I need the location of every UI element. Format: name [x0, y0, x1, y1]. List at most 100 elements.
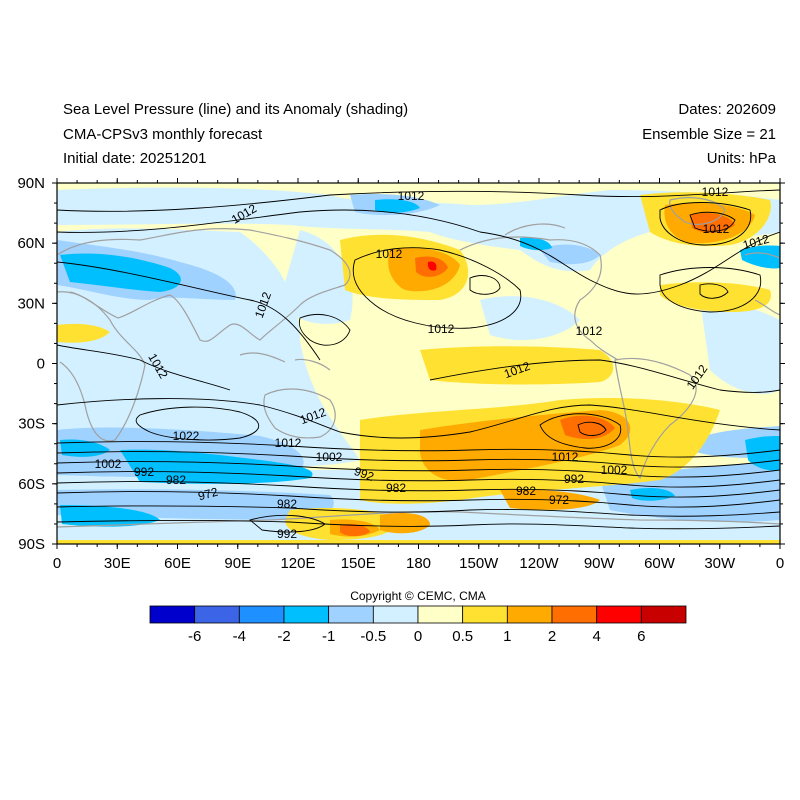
- contour-label: 1012: [702, 185, 729, 199]
- contour-label: 1002: [316, 450, 343, 464]
- colorbar-swatch: [596, 605, 642, 624]
- colorbar-swatch: [149, 605, 196, 624]
- lon-label: 90E: [224, 555, 251, 572]
- colorbar-swatch: [506, 605, 553, 624]
- svg-text:1012: 1012: [275, 436, 302, 450]
- svg-text:1012: 1012: [703, 222, 730, 236]
- colorbar-label: 0: [414, 628, 422, 645]
- contour-label: 1012: [376, 247, 403, 261]
- svg-text:1022: 1022: [173, 429, 200, 443]
- lon-label: 30E: [104, 555, 131, 572]
- lat-axis-labels: 90N 60N 30N 0 30S 60S 90S: [17, 175, 45, 553]
- lat-label: 30N: [17, 295, 45, 312]
- ensemble-size: Ensemble Size = 21: [642, 126, 776, 143]
- svg-text:1002: 1002: [601, 463, 628, 477]
- contour-label: 982: [277, 497, 297, 511]
- svg-text:1002: 1002: [316, 450, 343, 464]
- svg-text:992: 992: [352, 464, 376, 484]
- contour-label: 1012: [576, 324, 603, 338]
- svg-text:992: 992: [564, 472, 584, 486]
- colorbar-swatch: [194, 605, 240, 624]
- contour-label: 1002: [601, 463, 628, 477]
- copyright-notice: Copyright © CEMC, CMA: [350, 589, 486, 603]
- contour-label: 972: [197, 485, 220, 504]
- lat-label: 60S: [18, 476, 45, 493]
- units-label: Units: hPa: [706, 150, 776, 167]
- model-subtitle: CMA-CPSv3 monthly forecast: [63, 126, 263, 143]
- contour-label: 982: [516, 484, 536, 498]
- lat-label: 90S: [18, 536, 45, 553]
- lon-label: 120E: [280, 555, 315, 572]
- contour-label: 992: [352, 464, 376, 484]
- pressure-contours: [57, 189, 780, 533]
- colorbar-label: 0.5: [452, 628, 473, 645]
- contour-label: 992: [134, 465, 154, 479]
- lon-label: 0: [776, 555, 784, 572]
- contour-label: 992: [277, 527, 297, 541]
- svg-text:1012: 1012: [741, 232, 771, 253]
- svg-text:1012: 1012: [552, 450, 579, 464]
- svg-text:1012: 1012: [376, 247, 403, 261]
- colorbar-swatch: [283, 605, 330, 624]
- svg-text:982: 982: [386, 481, 406, 495]
- svg-text:992: 992: [134, 465, 154, 479]
- lat-label: 0: [37, 356, 45, 373]
- svg-text:1012: 1012: [702, 185, 729, 199]
- colorbar-label: 1: [503, 628, 511, 645]
- initial-date: Initial date: 20251201: [63, 150, 207, 167]
- svg-text:1012: 1012: [576, 324, 603, 338]
- colorbar-swatch: [417, 605, 464, 624]
- svg-text:972: 972: [549, 493, 569, 507]
- lon-label: 30W: [704, 555, 736, 572]
- contour-label: 982: [166, 473, 186, 487]
- contour-label: 972: [549, 493, 569, 507]
- lat-label: 90N: [17, 175, 45, 192]
- contour-label: 1022: [173, 429, 200, 443]
- forecast-dates: Dates: 202609: [678, 101, 776, 118]
- contour-label: 1012: [703, 222, 730, 236]
- svg-text:982: 982: [166, 473, 186, 487]
- colorbar-swatch: [372, 605, 419, 624]
- lon-label: 150E: [341, 555, 376, 572]
- lon-axis-labels: 0 30E 60E 90E 120E 150E 180 150W 120W 90W 60W 30W 0: [53, 555, 784, 572]
- colorbar-label: -1: [322, 628, 335, 645]
- map-plot-area: [57, 183, 780, 544]
- colorbar-swatch: [462, 605, 508, 624]
- contour-label: 992: [564, 472, 584, 486]
- svg-text:982: 982: [277, 497, 297, 511]
- colorbar-label: -6: [188, 628, 201, 645]
- contour-label: 1002: [95, 457, 122, 471]
- colorbar-label: -0.5: [360, 628, 386, 645]
- svg-text:992: 992: [277, 527, 297, 541]
- chart-title: Sea Level Pressure (line) and its Anomal…: [63, 101, 409, 118]
- svg-text:972: 972: [197, 485, 220, 504]
- lon-label: 90W: [584, 555, 616, 572]
- colorbar-label: -4: [233, 628, 246, 645]
- coastlines: [57, 197, 780, 528]
- axis-ticks: [52, 178, 785, 549]
- lat-label: 30S: [18, 416, 45, 433]
- lon-label: 150W: [459, 555, 499, 572]
- contour-label: 982: [386, 481, 406, 495]
- contour-label: 1012: [398, 189, 425, 203]
- lon-label: 120W: [519, 555, 559, 572]
- colorbar-swatch: [328, 605, 374, 624]
- contour-label: 1012: [741, 232, 771, 253]
- contour-label: 1012: [552, 450, 579, 464]
- lon-label: 60E: [164, 555, 191, 572]
- svg-text:1012: 1012: [398, 189, 425, 203]
- contour-label: 1012: [428, 322, 455, 336]
- svg-text:1002: 1002: [95, 457, 122, 471]
- lon-label: 180: [406, 555, 431, 572]
- svg-text:1012: 1012: [428, 322, 455, 336]
- contour-label: 1012: [275, 436, 302, 450]
- colorbar-label: -2: [277, 628, 290, 645]
- colorbar: -6 -4 -2 -1 -0.5 0 0.5 1 2 4 6: [149, 605, 687, 645]
- colorbar-swatch: [551, 605, 598, 624]
- colorbar-swatch: [238, 605, 285, 624]
- colorbar-label: 2: [548, 628, 556, 645]
- svg-text:982: 982: [516, 484, 536, 498]
- lon-label: 60W: [644, 555, 676, 572]
- colorbar-label: 4: [592, 628, 600, 645]
